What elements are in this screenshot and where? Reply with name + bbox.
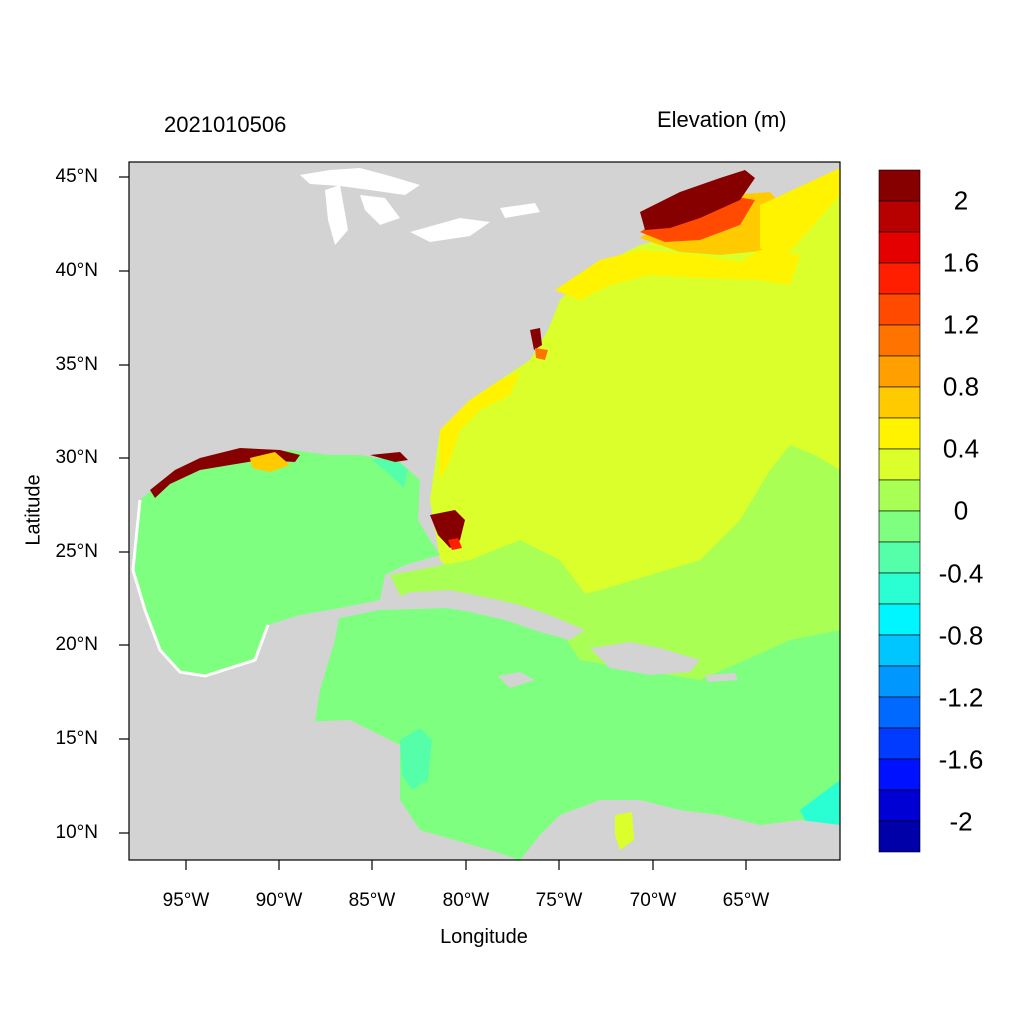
map-area xyxy=(129,162,840,860)
atlantic-shelf-region xyxy=(520,445,840,680)
date-label: 2021010506 xyxy=(164,112,287,137)
colorbar xyxy=(878,169,921,853)
puerto-rico-land xyxy=(705,673,738,682)
lon-tick-label: 65°W xyxy=(722,890,770,911)
lat-tick-label: 15°N xyxy=(55,728,98,749)
gulf-of-maine-surge xyxy=(640,170,755,230)
yucatan-land xyxy=(260,612,340,722)
lon-tick-label: 80°W xyxy=(442,890,490,911)
great-lakes xyxy=(500,203,540,218)
colorbar-tick-label: -0.8 xyxy=(938,620,984,651)
hispaniola-land xyxy=(590,642,700,675)
colorbar-tick-label: 2 xyxy=(953,185,969,216)
chesapeake-surge xyxy=(535,348,548,360)
lat-tick-label: 20°N xyxy=(55,634,98,655)
colorbar-swatch xyxy=(878,789,921,822)
map-frame xyxy=(128,161,841,861)
south-america-land xyxy=(520,800,840,860)
caribbean-sea xyxy=(310,608,840,860)
southeast-coast-band xyxy=(440,372,520,480)
colorbar-swatch xyxy=(878,479,921,512)
colorbar-swatch xyxy=(878,510,921,543)
colorbar-swatch xyxy=(878,634,921,667)
colorbar-swatch xyxy=(878,665,921,698)
colorbar-tick-label: 0 xyxy=(953,495,969,526)
lon-tick-label: 70°W xyxy=(629,890,677,911)
great-lakes xyxy=(300,168,420,195)
negative-anomaly-patch xyxy=(400,728,432,790)
colorbar-swatch xyxy=(878,169,921,202)
great-lakes xyxy=(410,218,490,242)
east-coast-band xyxy=(555,250,800,300)
colorbar-swatch xyxy=(878,262,921,295)
gulf-coast-surge xyxy=(150,448,300,498)
x-axis-label: Longitude xyxy=(440,926,528,948)
lon-tick-label: 85°W xyxy=(348,890,396,911)
lat-tick-label: 30°N xyxy=(55,447,98,468)
lon-tick-label: 95°W xyxy=(162,890,210,911)
colorbar-swatch xyxy=(878,572,921,605)
colorbar-tick-label: -2 xyxy=(949,806,973,837)
colorbar-swatch xyxy=(878,541,921,574)
jamaica-land xyxy=(498,672,535,688)
colorbar-tick-label: 1.2 xyxy=(942,309,980,340)
colorbar-swatch xyxy=(878,355,921,388)
colorbar-tick-label: 1.6 xyxy=(942,247,980,278)
colorbar-swatch xyxy=(878,293,921,326)
gulf-coast-surge xyxy=(250,452,290,472)
axis-ticks xyxy=(119,176,747,870)
gulf-of-mexico xyxy=(133,450,440,676)
lat-tick-label: 40°N xyxy=(55,260,98,281)
lat-tick-label: 10°N xyxy=(55,822,98,843)
cuba-land xyxy=(385,590,585,640)
colorbar-swatch xyxy=(878,200,921,233)
colorbar-swatch xyxy=(878,758,921,791)
maracaibo-patch xyxy=(615,812,634,850)
chesapeake-surge xyxy=(530,328,542,350)
great-lakes xyxy=(325,185,348,245)
colorbar-tick-label: -0.4 xyxy=(938,558,984,589)
central-america-land xyxy=(129,720,430,860)
lat-tick-label: 25°N xyxy=(55,541,98,562)
gulf-coast-surge xyxy=(370,452,408,462)
lat-tick-label: 35°N xyxy=(55,354,98,375)
lon-tick-label: 75°W xyxy=(535,890,583,911)
negative-anomaly-patch xyxy=(372,456,408,488)
great-lakes xyxy=(360,195,400,225)
south-florida-surge xyxy=(448,538,462,550)
colorbar-swatch xyxy=(878,727,921,760)
colorbar-title: Elevation (m) xyxy=(657,107,787,132)
colorbar-swatch xyxy=(878,820,921,853)
nova-scotia-coast-surge xyxy=(760,168,840,262)
colorbar-tick-label: -1.6 xyxy=(938,744,984,775)
lon-tick-label: 90°W xyxy=(255,890,303,911)
colorbar-tick-label: -1.2 xyxy=(938,682,984,713)
colorbar-swatch xyxy=(878,417,921,450)
colorbar-tick-label: 0.4 xyxy=(942,433,980,464)
colorbar-swatch xyxy=(878,386,921,419)
colorbar-swatch xyxy=(878,696,921,729)
colorbar-swatch xyxy=(878,448,921,481)
mexico-coast-edge xyxy=(131,499,270,678)
lat-tick-label: 45°N xyxy=(55,166,98,187)
colorbar-swatch xyxy=(878,603,921,636)
colorbar-swatch xyxy=(878,231,921,264)
y-axis-label: Latitude xyxy=(22,474,45,546)
colorbar-tick-label: 0.8 xyxy=(942,371,980,402)
colorbar-swatch xyxy=(878,324,921,357)
